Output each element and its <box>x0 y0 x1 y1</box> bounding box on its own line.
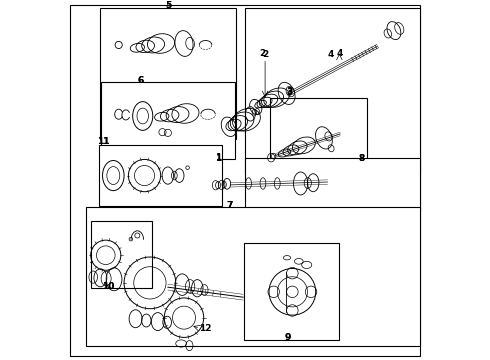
Text: 2: 2 <box>262 50 268 59</box>
Text: 9: 9 <box>285 333 291 342</box>
Text: 10: 10 <box>102 282 114 291</box>
Bar <box>245 8 420 174</box>
Bar <box>270 98 367 170</box>
Text: 9: 9 <box>285 333 291 342</box>
Text: 8: 8 <box>358 154 365 163</box>
Text: 5: 5 <box>166 1 171 10</box>
Text: 4: 4 <box>328 50 334 59</box>
Text: 12: 12 <box>198 324 211 333</box>
Text: 2: 2 <box>259 49 266 58</box>
Bar <box>99 8 236 139</box>
Bar <box>101 82 235 159</box>
Text: 3: 3 <box>286 87 293 96</box>
Text: 10: 10 <box>102 282 114 291</box>
Text: 3: 3 <box>286 88 293 97</box>
Text: 6: 6 <box>138 76 144 85</box>
Text: 8: 8 <box>358 154 365 163</box>
Bar <box>86 207 420 346</box>
Text: 4: 4 <box>336 49 343 58</box>
Text: 5: 5 <box>166 1 171 10</box>
Bar <box>245 243 340 340</box>
Text: 11: 11 <box>98 136 110 145</box>
Text: 1: 1 <box>215 153 221 162</box>
Bar <box>98 145 222 206</box>
Text: 6: 6 <box>138 76 144 85</box>
Text: 11: 11 <box>98 136 110 145</box>
Bar <box>245 158 420 211</box>
Text: 7: 7 <box>226 201 232 210</box>
Text: 1: 1 <box>215 154 221 163</box>
Bar <box>91 221 152 288</box>
Text: 7: 7 <box>226 201 232 210</box>
